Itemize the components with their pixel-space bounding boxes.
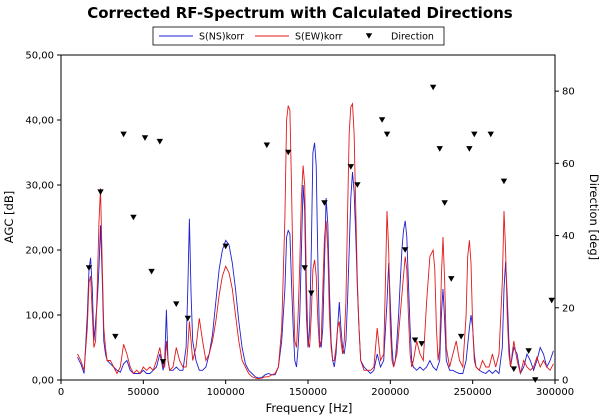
y2-tick-label: 80 (562, 87, 575, 98)
direction-point (457, 333, 465, 340)
direction-point (418, 341, 425, 347)
legend-label: S(NS)korr (199, 32, 244, 43)
x-tick-label: 0 (58, 387, 64, 398)
y-tick-label: 10,00 (25, 311, 54, 322)
y-tick-label: 20,00 (25, 246, 54, 257)
y-tick-label: 50,00 (25, 51, 54, 62)
series-line-ew (77, 102, 554, 380)
direction-point (112, 333, 119, 340)
y2-tick-label: 20 (562, 303, 575, 314)
direction-markers (85, 84, 555, 383)
direction-point (141, 135, 149, 141)
direction-point (120, 131, 127, 138)
direction-point (308, 290, 315, 297)
direction-point (383, 131, 391, 138)
direction-point (401, 247, 409, 253)
y2-tick-label: 40 (562, 231, 575, 242)
y-tick-label: 40,00 (25, 116, 54, 127)
y-tick-label: 30,00 (25, 181, 54, 192)
direction-point (548, 297, 555, 304)
direction-point (173, 301, 180, 307)
legend-marker (365, 33, 373, 39)
direction-point (378, 117, 386, 123)
direction-point (184, 315, 191, 322)
direction-point (85, 265, 93, 271)
direction-point (487, 131, 494, 138)
direction-point (148, 268, 155, 275)
x-tick-label: 150000 (289, 387, 327, 398)
direction-point (525, 348, 532, 354)
legend: S(NS)korr S(EW)korr Direction (152, 26, 445, 46)
x-tick-label: 300000 (536, 387, 574, 398)
direction-point (222, 243, 229, 250)
direction-point (354, 182, 361, 188)
direction-point (436, 146, 443, 152)
direction-point (263, 142, 271, 149)
direction-point (429, 84, 437, 91)
y2-axis-label: Direction [deg] (587, 174, 600, 260)
direction-point (130, 214, 137, 221)
direction-point (466, 146, 473, 152)
legend-label: S(EW)korr (295, 32, 343, 43)
direction-point (411, 337, 419, 344)
legend-label: Direction (391, 32, 434, 43)
y2-tick-label: 60 (562, 159, 575, 170)
plot-area: 0 50000 100000 150000 200000 250000 300000 0,00… (25, 51, 574, 399)
direction-point (448, 276, 455, 282)
chart-title: Corrected RF-Spectrum with Calculated Di… (87, 4, 513, 22)
legend-box (152, 26, 445, 46)
x-tick-label: 250000 (454, 387, 492, 398)
direction-point (441, 200, 448, 206)
y2-tick-label: 0 (562, 376, 568, 387)
y-axis-label: AGC [dB] (2, 191, 16, 243)
direction-point (97, 189, 104, 196)
direction-point (510, 366, 518, 372)
x-tick-label: 100000 (207, 387, 245, 398)
direction-point (156, 138, 163, 145)
x-axis-label: Frequency [Hz] (266, 401, 353, 415)
y-tick-label: 0,00 (32, 376, 54, 387)
direction-point (321, 200, 328, 206)
direction-point (285, 149, 292, 156)
direction-point (532, 377, 539, 383)
direction-point (159, 359, 167, 365)
direction-point (471, 131, 478, 138)
direction-point (500, 178, 508, 185)
x-tick-label: 200000 (371, 387, 409, 398)
x-tick-label: 50000 (127, 387, 159, 398)
direction-point (347, 164, 355, 170)
direction-point (301, 265, 308, 271)
